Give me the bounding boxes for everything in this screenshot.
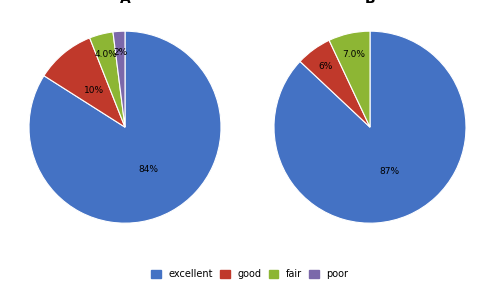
Text: 84%: 84% bbox=[138, 165, 158, 174]
Text: 10%: 10% bbox=[84, 86, 104, 95]
Text: 4.0%: 4.0% bbox=[95, 50, 118, 59]
Wedge shape bbox=[29, 31, 221, 223]
Title: B: B bbox=[364, 0, 376, 6]
Wedge shape bbox=[329, 31, 370, 127]
Text: 6%: 6% bbox=[319, 62, 333, 71]
Legend: excellent, good, fair, poor: excellent, good, fair, poor bbox=[150, 267, 350, 281]
Title: A: A bbox=[120, 0, 130, 6]
Text: 2%: 2% bbox=[113, 48, 128, 57]
Text: 87%: 87% bbox=[379, 167, 399, 176]
Wedge shape bbox=[113, 31, 125, 127]
Wedge shape bbox=[44, 38, 125, 127]
Text: 7.0%: 7.0% bbox=[342, 50, 365, 59]
Wedge shape bbox=[274, 31, 466, 223]
Wedge shape bbox=[90, 32, 125, 127]
Wedge shape bbox=[300, 40, 370, 127]
